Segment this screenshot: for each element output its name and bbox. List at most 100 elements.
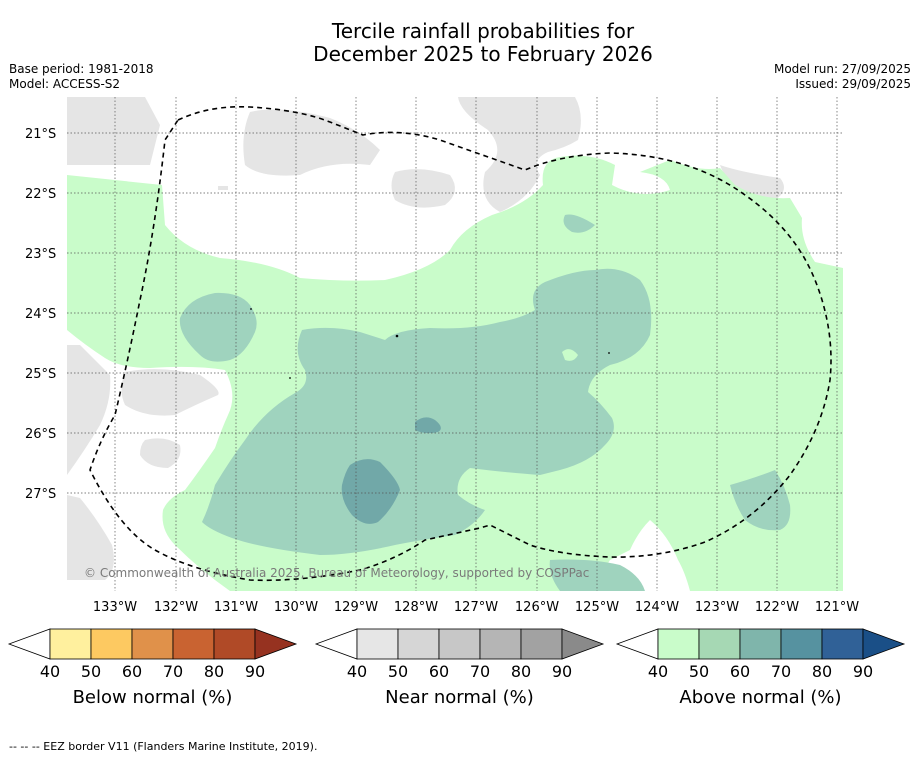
lon-label: 132°W [154,600,198,615]
lat-label: 26°S [25,427,56,442]
lat-label: 23°S [25,247,56,262]
near-normal-region [67,345,111,475]
near-normal-region [67,97,160,165]
colorbar-segment [780,628,823,660]
colorbars: 40 50 60 70 80 90 Below normal (%) 40 50 60 70 80 90… [7,628,906,708]
colorbar-min-extend [7,628,51,660]
colorbar-segment [698,628,741,660]
base-period: Base period: 1981-2018 [9,62,154,76]
colorbar-max-extend [561,628,605,660]
near-normal-region [458,97,581,212]
colorbar-tick-label: 70 [163,662,183,681]
lon-label: 121°W [815,600,859,615]
colorbar-tick-label: 40 [40,662,60,681]
colorbar-tick-label: 50 [81,662,101,681]
above-normal-50-region [179,292,257,362]
near-normal-region [67,495,114,580]
colorbar-title: Above normal (%) [679,687,841,708]
colorbar-tick-label: 60 [730,662,750,681]
colorbar-segment [397,628,440,660]
title-line-2: December 2025 to February 2026 [313,42,653,66]
colorbar-tick-label: 60 [429,662,449,681]
colorbar-segment [356,628,399,660]
near-normal-region [391,169,455,208]
contour-artifacts [250,308,610,379]
above-normal-50-regions [179,214,791,591]
lat-label: 22°S [25,187,56,202]
colorbar-title: Near normal (%) [385,687,534,708]
above-normal-50-region [202,268,652,555]
colorbar-tick-label: 90 [853,662,873,681]
lat-axis-labels: 21°S 22°S 23°S 24°S 25°S 26°S 27°S [25,127,56,502]
colorbar-min-extend [314,628,358,660]
below-threshold-hole [562,349,578,361]
colorbar-tick-label: 90 [245,662,265,681]
colorbar-max-extend [254,628,298,660]
colorbar-tick-label: 80 [204,662,224,681]
meta-left: Base period: 1981-2018 Model: ACCESS-S2 [9,62,154,92]
issued-date: Issued: 29/09/2025 [795,77,911,91]
map-title: Tercile rainfall probabilities for Decem… [0,20,919,66]
lon-label: 127°W [454,600,498,615]
lat-label: 25°S [25,367,56,382]
near-normal-region [218,186,228,190]
lon-axis-labels: 133°W 132°W 131°W 130°W 129°W 128°W 127°… [93,600,859,615]
near-normal-colorbar: 40 50 60 70 80 90 Near normal (%) [314,628,605,708]
colorbar-max-extend [862,628,906,660]
lat-label: 21°S [25,127,56,142]
colorbar-segment [438,628,481,660]
lon-label: 125°W [575,600,619,615]
meta-right: Model run: 27/09/2025 Issued: 29/09/2025 [774,62,911,92]
copyright-text: © Commonwealth of Australia 2025, Bureau… [84,566,589,580]
lon-label: 124°W [635,600,679,615]
colorbar-segment [739,628,782,660]
colorbar-tick-label: 40 [648,662,668,681]
colorbar-tick-label: 80 [812,662,832,681]
colorbar-segment [520,628,563,660]
above-normal-60-region [415,417,441,434]
colorbar-tick-label: 50 [388,662,408,681]
lon-label: 122°W [755,600,799,615]
above-normal-colorbar: 40 50 60 70 80 90 Above normal (%) [615,628,906,708]
title-line-1: Tercile rainfall probabilities for [331,19,635,43]
colorbar-segment [821,628,864,660]
below-normal-colorbar: 40 50 60 70 80 90 Below normal (%) [7,628,298,708]
lon-label: 130°W [274,600,318,615]
lon-label: 128°W [394,600,438,615]
map-panel [67,97,843,591]
lon-label: 131°W [214,600,258,615]
near-normal-regions [67,97,784,580]
colorbar-title: Below normal (%) [73,687,233,708]
colorbar-tick-label: 90 [552,662,572,681]
colorbar-tick-label: 50 [689,662,709,681]
colorbar-segment [479,628,522,660]
above-normal-50-region [549,559,645,591]
near-normal-region [720,165,784,200]
lon-label: 129°W [334,600,378,615]
colorbar-min-extend [615,628,659,660]
near-normal-region [243,109,380,176]
colorbar-tick-label: 70 [771,662,791,681]
colorbar-tick-label: 40 [347,662,367,681]
eez-border [89,105,832,582]
lon-label: 126°W [515,600,559,615]
lat-label: 24°S [25,307,56,322]
near-normal-region [140,438,181,468]
colorbar-segment [49,628,92,660]
colorbar-tick-label: 70 [470,662,490,681]
model-run: Model run: 27/09/2025 [773,62,911,76]
colorbar-segment [172,628,215,660]
lon-label: 123°W [695,600,739,615]
colorbar-segment [90,628,133,660]
colorbar-tick-label: 60 [122,662,142,681]
lon-label: 133°W [93,600,137,615]
colorbar-segment [213,628,256,660]
above-normal-50-region [730,470,791,531]
eez-footnote: -- -- -- EEZ border V11 (Flanders Marine… [9,740,318,753]
model-name: Model: ACCESS-S2 [9,77,121,91]
colorbar-tick-label: 80 [511,662,531,681]
lat-label: 27°S [25,487,56,502]
colorbar-segment [131,628,174,660]
near-normal-region [121,369,219,416]
